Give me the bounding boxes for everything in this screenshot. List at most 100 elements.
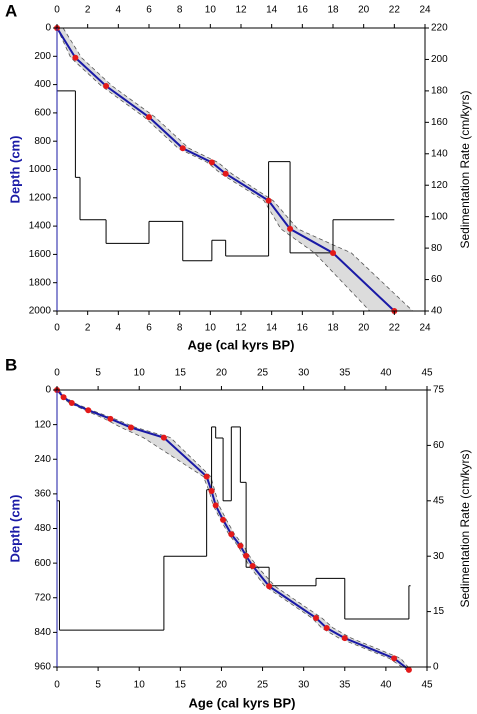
y-tick-label: 600 (34, 558, 51, 569)
dated-point (68, 399, 75, 406)
dated-point (287, 225, 294, 232)
y-tick-label: 2000 (29, 306, 52, 317)
dated-point (228, 531, 235, 538)
x-tick-label: 18 (327, 323, 339, 334)
x-tick-label: 10 (205, 323, 217, 334)
dated-point (249, 563, 256, 570)
y-tick-label: 1800 (29, 277, 52, 288)
dated-point (330, 249, 336, 256)
y2-tick-label: 200 (431, 54, 448, 65)
x-tick-label: 10 (134, 680, 146, 691)
x-top-tick-label: 20 (358, 5, 370, 16)
dated-point (179, 145, 186, 152)
dated-point (222, 170, 229, 177)
dated-point (243, 552, 250, 559)
dated-point (128, 424, 134, 431)
confidence-limit (62, 27, 414, 312)
y2-tick-label: 160 (431, 117, 448, 128)
x-top-tick-label: 10 (205, 5, 217, 16)
dated-point (203, 473, 210, 480)
plot-frame (56, 389, 428, 668)
confidence-band (57, 390, 411, 670)
x-tick-label: 6 (146, 323, 152, 334)
x-top-tick-label: 12 (235, 5, 247, 16)
dated-point (266, 583, 273, 590)
y-axis-label: Depth (cm) (7, 495, 22, 563)
x-tick-label: 20 (216, 680, 228, 691)
y2-tick-label: 100 (431, 211, 448, 222)
dated-point (313, 614, 319, 621)
age-depth-line (56, 389, 410, 671)
y2-tick-label: 60 (431, 274, 443, 285)
plot-frame (56, 27, 426, 312)
y2-tick-label: 75 (433, 385, 445, 396)
x-tick-label: 16 (297, 323, 309, 334)
x-tick-label: 12 (235, 323, 247, 334)
y-tick-label: 480 (34, 523, 51, 534)
y2-tick-label: 40 (431, 306, 443, 317)
y-tick-label: 800 (34, 136, 51, 147)
y2-tick-label: 60 (433, 440, 445, 451)
y2-tick-label: 120 (431, 180, 448, 191)
y-tick-label: 200 (34, 51, 51, 62)
y-tick-label: 1200 (29, 192, 52, 203)
y2-tick-label: 45 (433, 495, 445, 506)
dated-point (208, 159, 215, 166)
y2-tick-label: 0 (433, 662, 439, 673)
x-tick-label: 0 (54, 680, 60, 691)
dated-point (107, 415, 114, 422)
y-tick-label: 360 (34, 489, 51, 500)
dated-point (85, 407, 92, 414)
x-tick-label: 0 (54, 323, 60, 334)
x-tick-label: 40 (380, 680, 392, 691)
x-top-tick-label: 20 (216, 368, 228, 379)
y-tick-label: 240 (34, 454, 51, 465)
x-top-tick-label: 0 (54, 5, 60, 16)
panel-letter: A (5, 1, 17, 20)
x-tick-label: 30 (298, 680, 310, 691)
x-tick-label: 20 (358, 323, 370, 334)
x-top-tick-label: 25 (257, 368, 269, 379)
y-tick-label: 0 (45, 385, 51, 396)
x-top-tick-label: 10 (134, 368, 146, 379)
x-axis-label: Age (cal kyrs BP) (189, 695, 296, 710)
dated-point (391, 655, 398, 662)
x-tick-label: 45 (421, 680, 433, 691)
x-tick-label: 24 (419, 323, 431, 334)
y-tick-label: 960 (34, 662, 51, 673)
x-top-tick-label: 35 (339, 368, 351, 379)
dated-point (341, 635, 348, 642)
dated-point (265, 197, 272, 204)
x-top-tick-label: 22 (389, 5, 401, 16)
confidence-limit (58, 389, 411, 671)
y-tick-label: 400 (34, 79, 51, 90)
dated-point (72, 54, 79, 61)
x-top-tick-label: 40 (380, 368, 392, 379)
y-tick-label: 0 (45, 23, 51, 34)
x-top-tick-label: 45 (421, 368, 433, 379)
y-tick-label: 1400 (29, 221, 52, 232)
x-top-tick-label: 8 (177, 5, 183, 16)
dated-point (212, 502, 219, 509)
y2-axis-label: Sedimentation Rate (cm/kyrs) (458, 90, 472, 248)
x-tick-label: 25 (257, 680, 269, 691)
dated-point (220, 516, 227, 523)
x-top-tick-label: 18 (327, 5, 339, 16)
x-tick-label: 35 (339, 680, 351, 691)
x-axis-label: Age (cal kyrs BP) (188, 337, 295, 352)
dated-point (405, 666, 412, 673)
y2-tick-label: 15 (433, 606, 445, 617)
y-tick-label: 720 (34, 592, 51, 603)
x-tick-label: 14 (266, 323, 278, 334)
panel-letter: B (5, 355, 17, 374)
x-top-tick-label: 30 (298, 368, 310, 379)
y-tick-label: 120 (34, 419, 51, 430)
confidence-limit (56, 27, 371, 312)
confidence-band (57, 28, 413, 311)
dated-point (323, 625, 330, 632)
x-top-tick-label: 5 (95, 368, 101, 379)
x-top-tick-label: 16 (297, 5, 309, 16)
y2-tick-label: 80 (431, 243, 443, 254)
y2-axis-label: Sedimentation Rate (cm/kyrs) (458, 449, 472, 607)
